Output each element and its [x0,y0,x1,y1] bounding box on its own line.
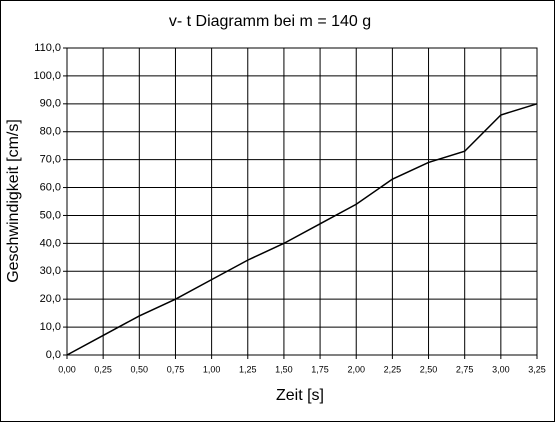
y-tick-label: 80,0 [40,126,61,138]
x-axis-label: Zeit [s] [276,387,324,404]
x-tick-label: 1,00 [203,364,221,374]
y-tick-label: 0,0 [46,349,61,361]
x-tick-label: 2,75 [456,364,474,374]
x-tick-label: 1,50 [275,364,293,374]
plot-area [66,47,538,356]
y-tick-label: 40,0 [40,237,61,249]
x-tick-label: 1,25 [239,364,257,374]
x-tick-label: 3,00 [492,364,510,374]
data-line [66,103,538,356]
y-tick-label: 100,0 [33,70,61,82]
y-axis-label: Geschwindigkeit [cm/s] [5,119,22,283]
y-tick-label: 110,0 [34,42,61,54]
x-tick-label: 0,75 [167,364,185,374]
x-tick-label: 0,50 [131,364,149,374]
x-tick-label: 1,75 [311,364,329,374]
y-tick-label: 60,0 [40,181,61,193]
y-tick-label: 50,0 [40,209,61,221]
x-tick-label: 3,25 [528,364,546,374]
x-tick-label: 2,00 [347,364,365,374]
y-tick-label: 30,0 [40,265,61,277]
x-tick-label: 2,50 [420,364,438,374]
chart-title: v- t Diagramm bei m = 140 g [169,13,371,30]
y-tick-label: 70,0 [40,154,61,166]
y-tick-label: 20,0 [40,293,61,305]
x-tick-label: 2,25 [384,364,402,374]
x-tick-label: 0,25 [94,364,112,374]
y-tick-label: 10,0 [40,321,61,333]
x-tick-label: 0,00 [58,364,76,374]
y-tick-label: 90,0 [40,98,61,110]
